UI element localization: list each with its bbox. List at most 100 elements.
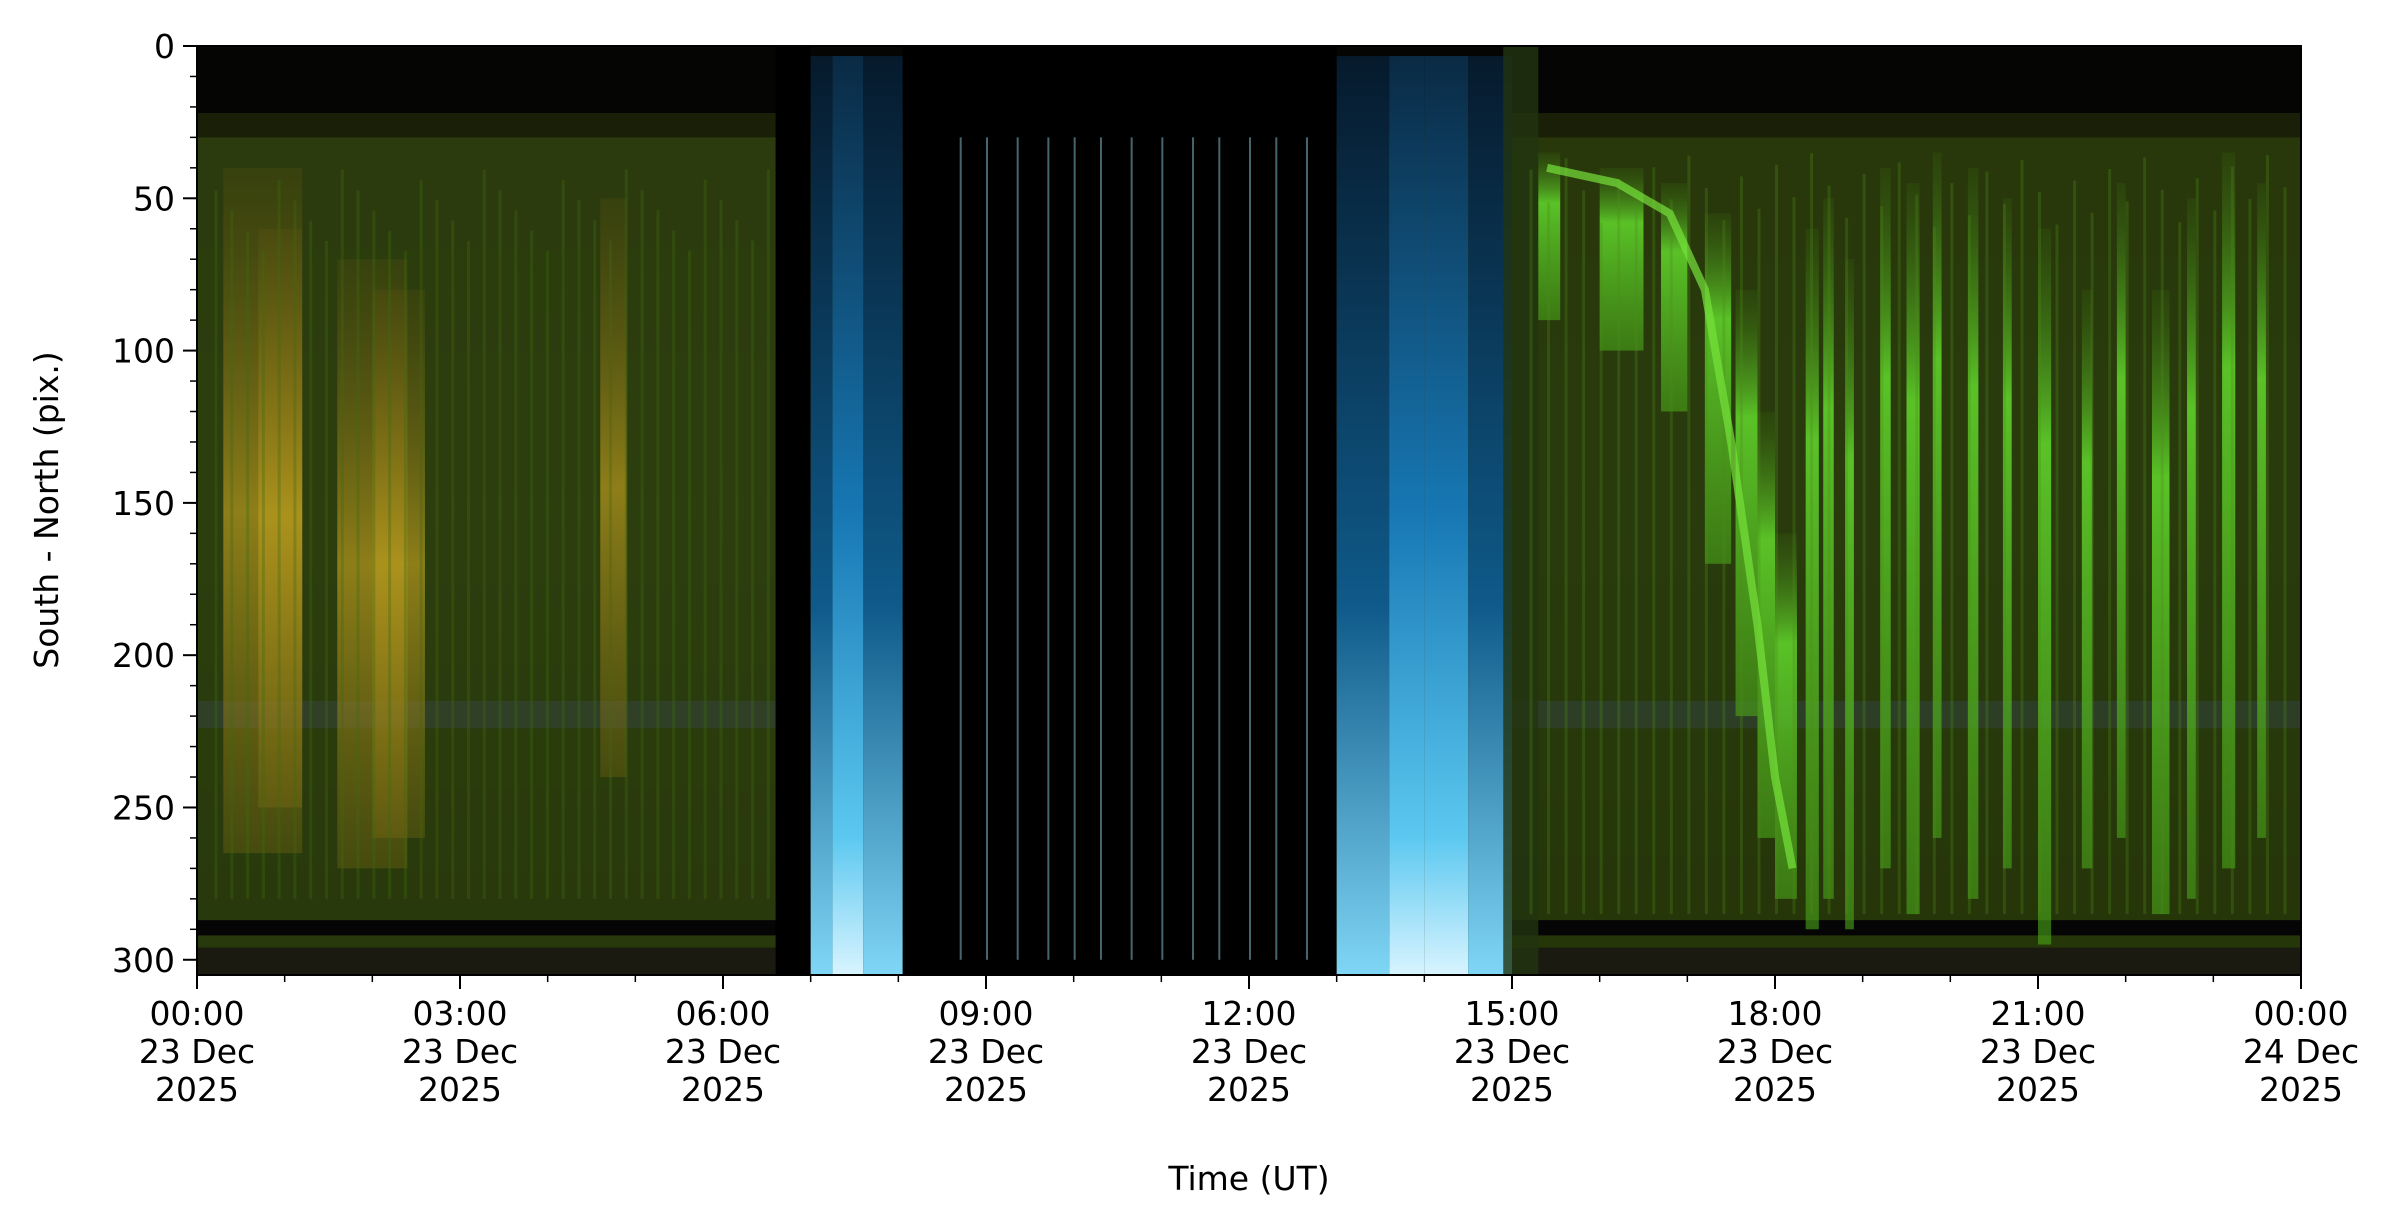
- x-tick-label: 23 Dec: [1980, 1032, 2096, 1071]
- x-tick-label: 24 Dec: [2243, 1032, 2359, 1071]
- daytime-line: [1130, 137, 1133, 960]
- y-tick-label: 300: [112, 941, 175, 980]
- aurora-green-streak: [2125, 201, 2129, 915]
- twilight-column: [810, 56, 833, 975]
- aurora-green-streak: [1932, 152, 1942, 838]
- x-tick-label: 00:00: [2253, 994, 2348, 1033]
- aurora-green-streak: [2178, 222, 2182, 915]
- daytime-gap: [902, 46, 1337, 975]
- aurora-green-streak: [624, 169, 628, 899]
- aurora-green-streak: [1599, 222, 1603, 915]
- aurora-green-streak: [545, 250, 549, 899]
- aurora-green-streak: [230, 210, 234, 899]
- aurora-green-streak: [1967, 215, 1971, 915]
- x-tick-label: 2025: [1733, 1070, 1817, 1109]
- aurora-green-streak: [1704, 187, 1708, 915]
- x-tick-label: 2025: [1207, 1070, 1291, 1109]
- y-tick-label: 0: [154, 27, 175, 66]
- aurora-green-streak: [2195, 178, 2199, 915]
- x-tick-label: 2025: [155, 1070, 239, 1109]
- x-tick-label: 00:00: [149, 994, 244, 1033]
- aurora-green-streak: [2248, 198, 2252, 915]
- aurora-green-streak: [1634, 211, 1638, 915]
- aurora-green-streak: [2257, 183, 2266, 838]
- x-tick-label: 2025: [944, 1070, 1028, 1109]
- aurora-green-streak: [2222, 152, 2236, 869]
- aurora-green-streak: [577, 200, 581, 899]
- aurora-green-streak: [451, 220, 455, 899]
- x-tick-label: 09:00: [938, 994, 1033, 1033]
- aurora-green-streak: [372, 210, 376, 899]
- daytime-line: [959, 137, 962, 960]
- aurora-green-streak: [1880, 167, 1891, 869]
- data-gap: [775, 46, 811, 975]
- aurora-green-streak: [514, 210, 518, 899]
- aurora-green-streak: [1906, 183, 1920, 915]
- daytime-line: [1016, 137, 1019, 960]
- aurora-green-streak: [293, 200, 297, 899]
- aurora-green-streak: [1617, 178, 1621, 915]
- aurora-yellow-streak: [372, 289, 425, 838]
- aurora-green-streak: [388, 230, 392, 899]
- daytime-line: [1073, 137, 1076, 960]
- aurora-green-streak: [1669, 199, 1673, 915]
- aurora-green-streak: [1845, 217, 1849, 915]
- aurora-green-streak: [1845, 259, 1854, 930]
- aurora-green-streak: [766, 169, 770, 899]
- x-tick-label: 2025: [2259, 1070, 2343, 1109]
- aurora-green-streak: [467, 240, 471, 899]
- aurora-green-streak: [2265, 155, 2269, 915]
- aurora-green-streak: [1805, 228, 1819, 930]
- aurora-green-streak: [2090, 212, 2094, 915]
- x-tick-label: 23 Dec: [928, 1032, 1044, 1071]
- aurora-green-streak: [609, 240, 613, 899]
- aurora-green-streak: [2038, 228, 2052, 945]
- aurora-green-streak: [1775, 164, 1778, 915]
- aurora-green-streak: [1564, 158, 1568, 915]
- twilight-column: [1389, 56, 1425, 975]
- aurora-green-streak: [261, 251, 265, 899]
- x-tick-label: 23 Dec: [1454, 1032, 1570, 1071]
- aurora-green-streak: [2020, 159, 2024, 915]
- aurora-green-streak: [2108, 169, 2112, 915]
- aurora-green-streak: [1897, 162, 1901, 915]
- aurora-green-streak: [2073, 180, 2077, 915]
- x-tick-label: 15:00: [1464, 994, 1559, 1033]
- aurora-green-streak: [2187, 198, 2196, 899]
- aurora-green-streak: [1967, 167, 1979, 899]
- aurora-green-streak: [1757, 208, 1761, 915]
- x-tick-label: 2025: [1996, 1070, 2080, 1109]
- aurora-green-streak: [2116, 183, 2126, 838]
- aurora-green-streak: [2213, 210, 2217, 915]
- aurora-green-streak: [2002, 198, 2012, 869]
- twilight-column: [1424, 56, 1469, 975]
- aurora-green-streak: [1985, 171, 1989, 915]
- y-tick-label: 100: [112, 332, 175, 371]
- daytime-line: [1275, 137, 1278, 960]
- keogram-image: [197, 46, 2301, 975]
- y-tick-label: 250: [112, 788, 175, 827]
- aurora-green-streak: [498, 190, 502, 899]
- y-axis: 0 50 100 150 200 250 300: [112, 27, 197, 980]
- aurora-green-streak: [1915, 194, 1919, 915]
- aurora-green-streak: [1582, 190, 1586, 915]
- daytime-line: [986, 137, 988, 960]
- x-tick-label: 23 Dec: [1717, 1032, 1833, 1071]
- aurora-green-streak: [1950, 183, 1954, 915]
- daytime-line: [1305, 137, 1308, 960]
- x-tick-label: 23 Dec: [402, 1032, 518, 1071]
- daytime-line: [1161, 137, 1164, 960]
- aurora-green-streak: [2055, 224, 2059, 915]
- aurora-green-streak: [640, 189, 644, 899]
- aurora-green-streak: [2143, 157, 2147, 915]
- aurora-green-streak: [530, 230, 534, 899]
- aurora-green-streak: [2230, 166, 2234, 915]
- aurora-green-streak: [1823, 198, 1834, 899]
- twilight-column: [1336, 56, 1390, 975]
- aurora-green-streak: [2160, 189, 2164, 915]
- aurora-green-streak: [1538, 152, 1561, 321]
- aurora-green-streak: [735, 220, 739, 899]
- aurora-green-streak: [561, 179, 565, 899]
- aurora-green-streak: [2283, 187, 2287, 915]
